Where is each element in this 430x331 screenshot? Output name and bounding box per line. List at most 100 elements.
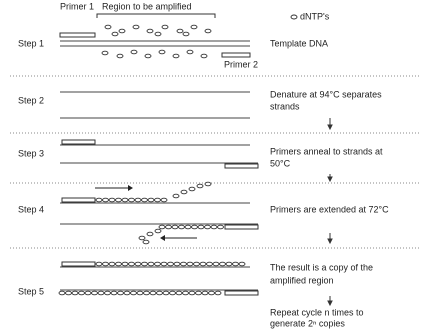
nucleotide — [103, 262, 109, 266]
arrow-head — [128, 185, 133, 191]
nucleotide — [161, 262, 167, 266]
step-description: Primers are extended at 72°C — [270, 204, 389, 214]
nucleotide — [96, 262, 102, 266]
nucleotide — [116, 198, 122, 202]
nucleotide — [129, 198, 135, 202]
nucleotide — [137, 291, 143, 295]
nucleotide — [145, 54, 151, 58]
nucleotide — [189, 187, 195, 191]
nucleotide — [118, 291, 124, 295]
nucleotide — [233, 262, 239, 266]
nucleotide — [181, 262, 187, 266]
nucleotide — [142, 262, 148, 266]
nucleotide — [185, 225, 191, 229]
primer — [62, 198, 95, 202]
nucleotide — [98, 291, 104, 295]
nucleotide — [116, 262, 122, 266]
nucleotide — [155, 198, 161, 202]
nucleotide — [109, 198, 115, 202]
nucleotide — [177, 29, 183, 33]
nucleotide — [155, 229, 161, 233]
nucleotide — [143, 240, 149, 244]
primer — [225, 291, 258, 295]
nucleotide — [105, 25, 111, 29]
primer — [225, 225, 258, 229]
nucleotide — [183, 291, 189, 295]
nucleotide — [161, 198, 167, 202]
dntp-label: dNTP's — [300, 11, 330, 21]
nucleotide — [92, 291, 98, 295]
nucleotide — [189, 291, 195, 295]
nucleotide — [191, 25, 197, 29]
nucleotide — [205, 29, 211, 33]
nucleotide — [122, 262, 128, 266]
nucleotide — [198, 225, 204, 229]
nucleotide — [213, 262, 219, 266]
nucleotide — [111, 291, 117, 295]
primer — [225, 164, 258, 168]
nucleotide — [170, 291, 176, 295]
nucleotide — [211, 225, 217, 229]
primer — [222, 53, 250, 57]
nucleotide — [202, 291, 208, 295]
nucleotide — [96, 198, 102, 202]
nucleotide — [173, 194, 179, 198]
nucleotide — [155, 32, 161, 36]
nucleotide — [220, 262, 226, 266]
primer2-label: Primer 2 — [224, 59, 258, 69]
primer — [62, 262, 95, 266]
nucleotide — [142, 198, 148, 202]
step-description: strands — [270, 101, 300, 111]
nucleotide — [218, 225, 224, 229]
nucleotide — [187, 262, 193, 266]
step-label: Step 4 — [18, 204, 44, 214]
nucleotide — [174, 262, 180, 266]
nucleotide — [109, 262, 115, 266]
primer1-label: Primer 1 — [60, 1, 94, 11]
step-label: Step 1 — [18, 38, 44, 48]
nucleotide — [200, 262, 206, 266]
footer-text: Repeat cycle n times to — [270, 307, 364, 317]
nucleotide — [207, 262, 213, 266]
primer — [62, 140, 95, 144]
nucleotide — [131, 291, 137, 295]
step-description: 50°C — [270, 158, 291, 168]
nucleotide — [72, 291, 78, 295]
nucleotide — [163, 291, 169, 295]
region-bracket — [97, 14, 215, 18]
step-label: Step 5 — [18, 286, 44, 296]
nucleotide — [173, 54, 179, 58]
step-description: Primers anneal to strands at — [270, 146, 383, 156]
nucleotide — [147, 29, 153, 33]
step-description: The result is a copy of the — [270, 262, 373, 272]
nucleotide — [166, 225, 172, 229]
nucleotide — [181, 190, 187, 194]
nucleotide — [159, 50, 165, 54]
footer-text: generate 2ⁿ copies — [270, 318, 345, 328]
nucleotide — [129, 262, 135, 266]
arrow-head — [160, 235, 165, 241]
nucleotide — [215, 291, 221, 295]
nucleotide — [131, 50, 137, 54]
nucleotide — [150, 291, 156, 295]
nucleotide — [139, 236, 145, 240]
nucleotide — [119, 29, 125, 33]
nucleotide — [85, 291, 91, 295]
nucleotide — [148, 262, 154, 266]
nucleotide — [103, 198, 109, 202]
nucleotide — [122, 198, 128, 202]
nucleotide — [59, 291, 65, 295]
nucleotide — [105, 291, 111, 295]
nucleotide — [197, 184, 203, 188]
nucleotide — [148, 198, 154, 202]
nucleotide — [196, 291, 202, 295]
nucleotide — [205, 182, 211, 186]
nucleotide — [172, 225, 178, 229]
dntp-icon — [291, 15, 297, 19]
nucleotide — [187, 50, 193, 54]
pcr-diagram: Primer 1 Region to be amplified dNTP's P… — [0, 0, 430, 331]
nucleotide — [162, 25, 168, 29]
nucleotide — [226, 262, 232, 266]
nucleotide — [155, 262, 161, 266]
nucleotide — [192, 225, 198, 229]
